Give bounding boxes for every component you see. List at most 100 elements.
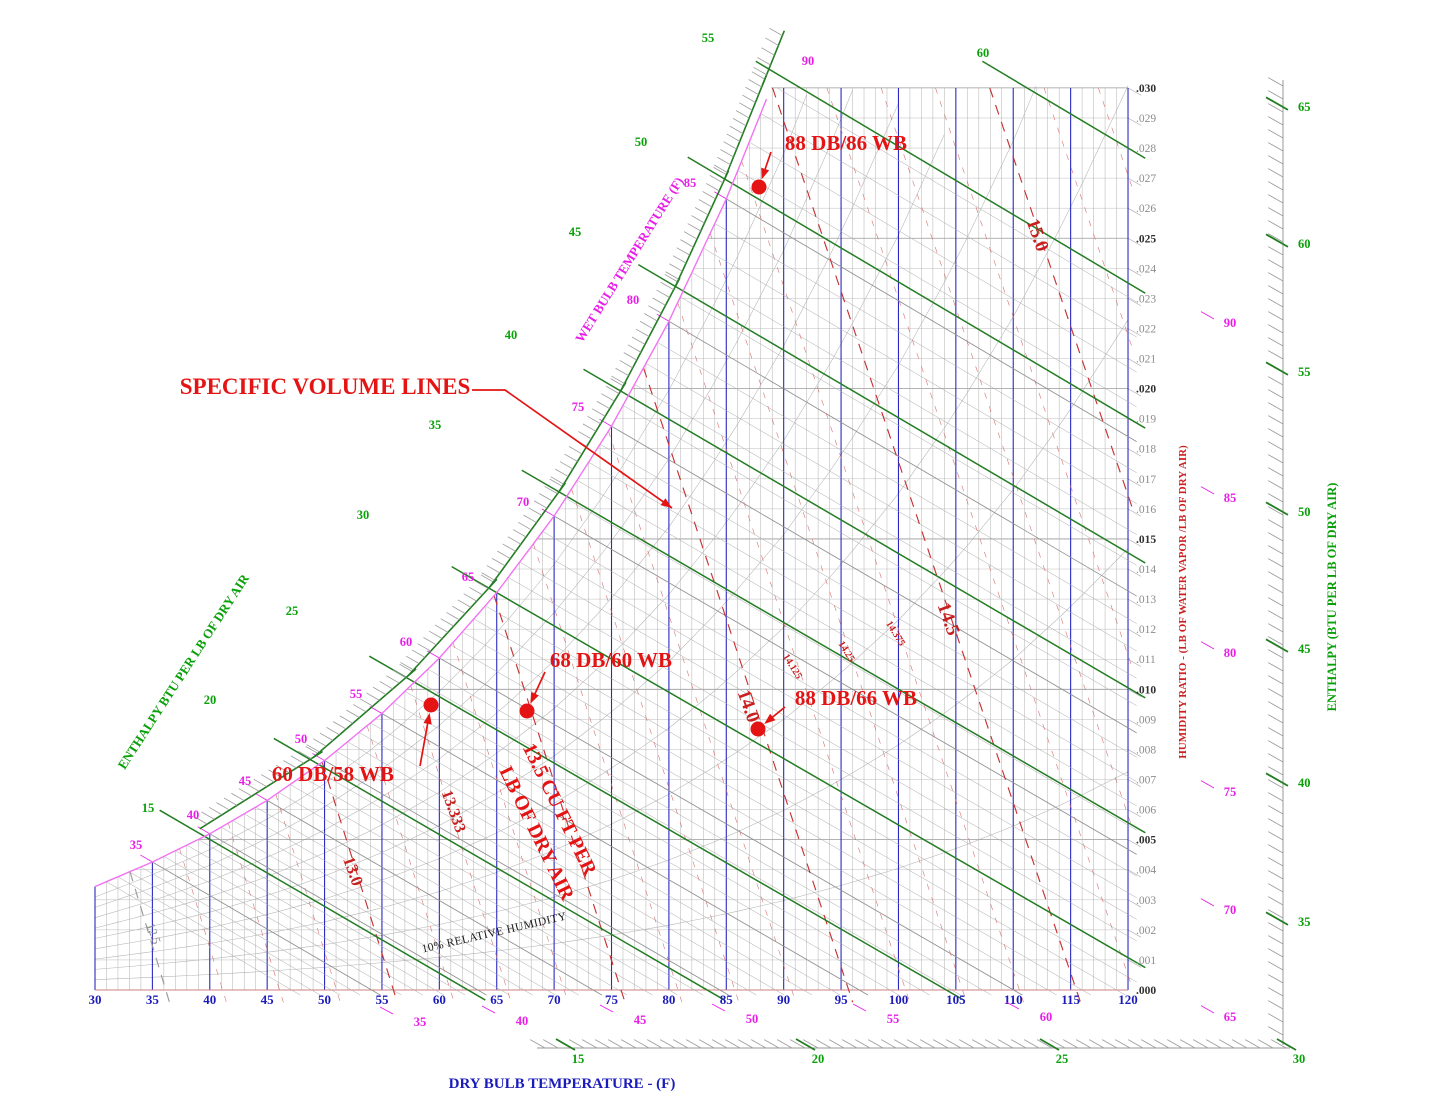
ruler-hatch	[615, 367, 629, 377]
ruler-hatch	[457, 599, 472, 608]
right-scale-hatch	[1268, 220, 1284, 230]
ruler-hatch	[713, 167, 727, 176]
dry-bulb-tick-label: 80	[662, 992, 675, 1007]
bottom-scale-hatch	[1128, 1039, 1144, 1049]
right-scale-hatch	[1268, 155, 1284, 165]
bottom-scale-hatch	[1206, 1039, 1222, 1049]
ruler-hatch	[611, 375, 625, 384]
dry-bulb-tick-label: 60	[433, 992, 446, 1007]
bottom-scale-hatch	[608, 1039, 624, 1049]
right-scale-hatch	[1268, 259, 1284, 269]
ruler-hatch	[486, 565, 501, 574]
wet-bulb-bottom-tick	[852, 1003, 867, 1012]
specific-volume-line	[989, 87, 1133, 508]
state-point-label: 88 DB/66 WB	[795, 686, 917, 710]
right-enthalpy-axis-title: ENTHALPY (BTU PER LB OF DRY AIR)	[1325, 483, 1339, 712]
wet-bulb-right-tick	[1200, 1005, 1215, 1014]
wet-bulb-line	[531, 546, 1137, 898]
right-scale-hatch	[1268, 103, 1284, 113]
right-scale-hatch	[1268, 519, 1284, 529]
wet-bulb-bottom-label: 55	[887, 1012, 900, 1026]
right-enthalpy-scale: 65 60 55 50 45 40 35	[1265, 77, 1311, 1045]
ruler-hatch	[429, 630, 443, 639]
humidity-edge-stub	[1127, 388, 1142, 397]
enthalpy-line-45	[637, 263, 1146, 564]
arrowhead	[423, 712, 432, 725]
humidity-ratio-tick-label: .002	[1136, 925, 1156, 937]
ruler-hatch	[769, 27, 783, 36]
right-scale-hatch	[1268, 935, 1284, 945]
humidity-ratio-axis-title: HUMIDITY RATIO - (LB OF WATER VAPOR /LB …	[1177, 445, 1189, 759]
dry-bulb-tick-label: 35	[146, 992, 160, 1007]
right-scale-hatch	[1268, 805, 1284, 815]
right-scale-hatch	[1268, 675, 1284, 685]
state-point-dot	[519, 703, 535, 719]
humidity-edge-stub	[1127, 959, 1142, 968]
bottom-scale-hatch	[777, 1039, 793, 1049]
ruler-jog	[312, 751, 323, 759]
right-enthalpy-scale-label: 60	[1298, 237, 1311, 251]
state-point-label: 68 DB/60 WB	[550, 648, 672, 672]
dry-bulb-tick-label: 65	[490, 992, 504, 1007]
wet-bulb-bottom-tick	[1005, 1001, 1020, 1010]
right-scale-hatch	[1268, 909, 1284, 919]
enthalpy-line-55	[755, 60, 1146, 294]
specific-volume-line	[1043, 87, 1133, 348]
right-scale-hatch	[1268, 922, 1284, 932]
bottom-scale-hatch	[569, 1039, 585, 1049]
wet-bulb-line	[129, 871, 341, 996]
ruler-hatch	[745, 86, 759, 96]
wet-bulb-right-tick	[1200, 311, 1215, 320]
wet-bulb-curve-tick	[254, 792, 268, 801]
wet-bulb-line	[776, 87, 1137, 303]
dry-bulb-tick-label: 115	[1061, 992, 1080, 1007]
right-scale-hatch	[1268, 1000, 1284, 1010]
bottom-scale-hatch	[855, 1039, 871, 1049]
right-scale-major-tick	[1265, 638, 1289, 653]
right-scale-hatch	[1268, 714, 1284, 724]
bottom-scale-hatch	[1037, 1039, 1053, 1049]
enthalpy-left-label: 35	[429, 418, 442, 432]
specific-volume-line	[321, 762, 398, 1003]
humidity-ratio-tick-label: .012	[1136, 624, 1156, 636]
arrowhead	[761, 167, 770, 180]
specific-volume-line	[129, 871, 171, 1003]
wet-bulb-line	[599, 444, 1137, 758]
ruler-hatch	[246, 783, 260, 792]
dry-bulb-tick-label: 30	[89, 992, 102, 1007]
ruler-hatch	[480, 574, 495, 583]
ruler-segment	[761, 30, 786, 85]
ruler-hatch	[238, 788, 253, 797]
ruler-hatch	[417, 643, 431, 652]
ruler-hatch	[298, 750, 312, 759]
right-scale-hatch	[1268, 1026, 1284, 1036]
ruler-hatch	[596, 400, 610, 410]
ruler-hatch	[406, 655, 420, 664]
humidity-edge-stub	[1127, 237, 1142, 246]
humidity-edge-stub	[1127, 177, 1142, 186]
wet-bulb-curve-label: 45	[239, 774, 252, 788]
ruler-hatch	[346, 709, 360, 718]
bottom-scale-hatch	[673, 1039, 689, 1049]
ruler-hatch	[352, 704, 367, 713]
ruler-hatch	[440, 618, 454, 627]
right-scale-major-tick	[1265, 233, 1289, 248]
wet-bulb-curve-tick	[656, 313, 670, 322]
humidity-ratio-tick-label: .006	[1136, 805, 1156, 817]
ruler-jog	[558, 482, 566, 493]
right-scale-hatch	[1268, 740, 1284, 750]
enthalpy-left-label: 25	[286, 604, 299, 618]
right-scale-hatch	[1268, 727, 1284, 737]
wet-bulb-line	[358, 732, 813, 996]
right-enthalpy-scale-label: 55	[1298, 365, 1311, 379]
bottom-scale-major-tick	[555, 1038, 576, 1051]
wet-bulb-line	[588, 462, 1137, 782]
ruler-segment	[199, 750, 323, 830]
ruler-hatch	[366, 692, 380, 701]
right-scale-hatch	[1268, 688, 1284, 698]
ruler-hatch	[452, 605, 466, 614]
bottom-scale-hatch	[946, 1039, 962, 1049]
ruler-hatch	[605, 385, 620, 394]
ruler-hatch	[423, 637, 437, 646]
ruler-hatch	[475, 580, 489, 589]
